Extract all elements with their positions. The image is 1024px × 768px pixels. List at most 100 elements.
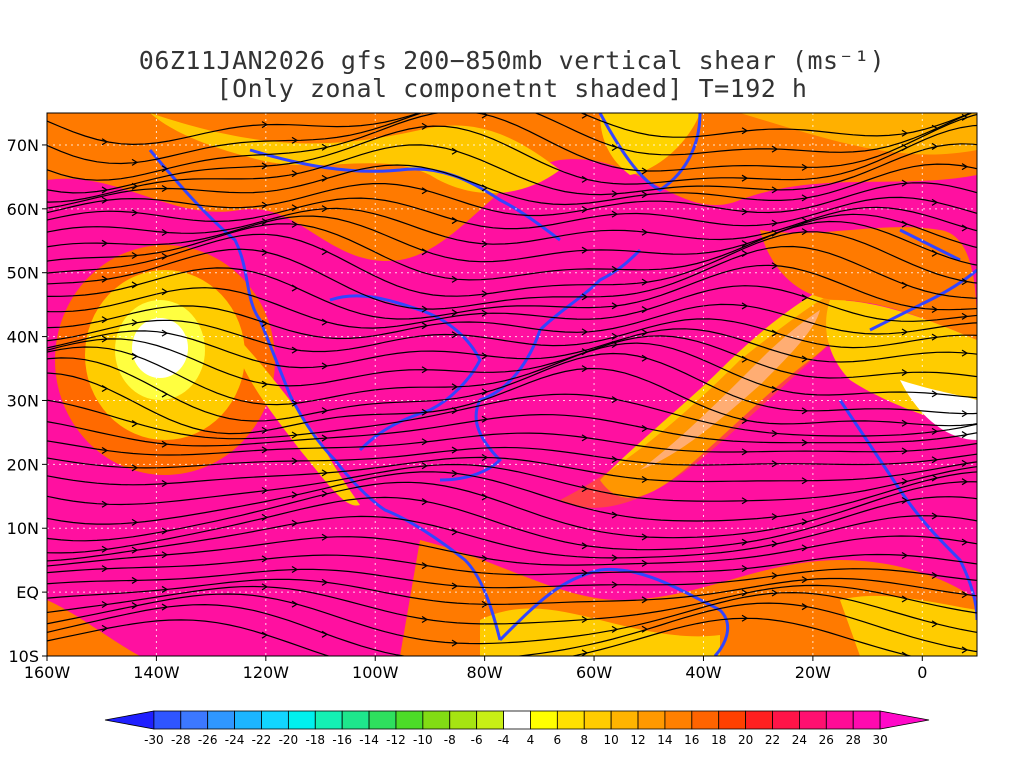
streamline-arrow — [641, 596, 649, 604]
coast-africa — [838, 399, 977, 621]
streamline-arrow — [901, 651, 909, 656]
colorbar-swatch — [879, 710, 930, 730]
streamline-arrow — [321, 407, 329, 415]
streamline-arrow — [961, 478, 969, 486]
streamline-arrow — [101, 500, 109, 508]
chart-title-line2: [Only zonal componetnt shaded] T=192 h — [216, 74, 808, 103]
streamline-arrow — [961, 431, 969, 439]
streamline — [47, 432, 977, 456]
streamline-arrow — [931, 474, 939, 482]
streamline-arrow — [901, 328, 909, 336]
streamline-arrow — [321, 490, 329, 498]
streamline-arrow — [101, 565, 109, 573]
streamline-arrow — [931, 620, 939, 628]
streamline-arrow — [161, 329, 169, 337]
streamline-arrow — [321, 174, 329, 182]
streamline — [47, 496, 977, 554]
streamline-arrow — [261, 426, 269, 434]
streamline-arrow — [801, 407, 809, 415]
streamline-arrow — [961, 410, 969, 418]
streamline-arrow — [321, 469, 329, 477]
lat-tick-label: 10S — [8, 647, 39, 666]
streamline-arrow — [901, 497, 909, 505]
streamline-arrow — [291, 519, 299, 527]
streamline-arrow — [741, 564, 749, 573]
streamline-arrow — [611, 210, 619, 218]
streamline-arrow — [611, 332, 619, 340]
streamline-arrow — [961, 224, 969, 232]
colorbar-label: 6 — [554, 733, 562, 747]
streamline-arrow — [261, 319, 269, 327]
streamline-arrow — [611, 554, 619, 562]
coast-europe — [869, 268, 977, 332]
colorbar-swatch — [261, 710, 289, 730]
colorbar-label: -28 — [171, 733, 191, 747]
streamline-arrow — [451, 407, 459, 415]
lat-tick-label: 50N — [7, 264, 39, 283]
coast-greenland — [598, 113, 702, 192]
streamline-arrow — [741, 497, 749, 505]
streamline-arrow — [421, 122, 429, 130]
lat-tick-label: 10N — [7, 519, 39, 538]
streamline-arrow — [421, 305, 429, 313]
streamline-arrow — [581, 365, 589, 373]
streamline-arrow — [451, 582, 459, 590]
streamline-arrow — [961, 312, 969, 320]
coast-sa-east — [498, 567, 730, 656]
streamline-arrow — [421, 438, 429, 446]
streamline-arrow — [101, 335, 109, 343]
colorbar-label: 8 — [580, 733, 588, 747]
streamline-arrow — [771, 540, 779, 548]
colorbar-label: 4 — [527, 733, 535, 747]
streamline-arrow — [581, 615, 589, 623]
colorbar-label: 28 — [846, 733, 861, 747]
streamline-arrow — [261, 380, 269, 388]
colorbar-label: 10 — [603, 733, 618, 747]
streamline-arrow — [641, 559, 649, 567]
colorbar-swatch — [664, 710, 693, 730]
colorbar-label: -26 — [198, 733, 218, 747]
streamline — [47, 213, 977, 263]
streamline-arrow — [961, 591, 969, 599]
colorbar-label: 26 — [819, 733, 834, 747]
streamline-arrow — [131, 182, 139, 190]
streamline-arrow — [321, 362, 329, 370]
streamline-arrow — [771, 219, 779, 227]
colorbar-label: -22 — [252, 733, 272, 747]
streamline-arrow — [741, 240, 749, 248]
streamline-arrow — [131, 158, 139, 166]
streamline-arrow — [641, 167, 649, 175]
streamline — [47, 124, 977, 194]
streamline-arrow — [291, 491, 299, 499]
shading-pacific-white — [132, 318, 188, 378]
streamline-arrow — [961, 278, 969, 286]
streamline-arrow — [101, 600, 109, 608]
streamline-arrow — [741, 127, 749, 135]
colorbar-swatch — [825, 710, 854, 730]
streamline-arrow — [161, 288, 169, 296]
streamline-arrow — [131, 352, 139, 360]
streamline-arrow — [741, 250, 749, 258]
streamline-arrow — [261, 201, 269, 209]
streamline-arrow — [321, 533, 329, 541]
streamline-arrow — [771, 589, 779, 597]
streamline-arrow — [481, 388, 489, 396]
streamline-arrow — [451, 639, 459, 647]
streamline-arrow — [131, 602, 139, 610]
streamline-arrow — [421, 248, 429, 256]
streamline-arrow — [261, 513, 269, 521]
colorbar-label: -12 — [386, 733, 406, 747]
lon-axis: 160W 140W 120W 100W 80W 60W 40W 20W 0 — [24, 656, 927, 682]
colorbar-label: 24 — [792, 733, 807, 747]
streamline-arrow — [161, 603, 169, 611]
streamline-arrow — [581, 205, 589, 213]
streamline-arrow — [931, 571, 939, 580]
streamline — [47, 285, 977, 329]
streamline-arrow — [481, 184, 489, 192]
streamline-arrow — [291, 457, 299, 465]
streamline-arrow — [161, 585, 169, 593]
streamline — [47, 367, 977, 435]
streamline-arrow — [611, 265, 619, 273]
streamline-arrow — [901, 447, 909, 455]
colorbar-swatch — [422, 710, 451, 730]
